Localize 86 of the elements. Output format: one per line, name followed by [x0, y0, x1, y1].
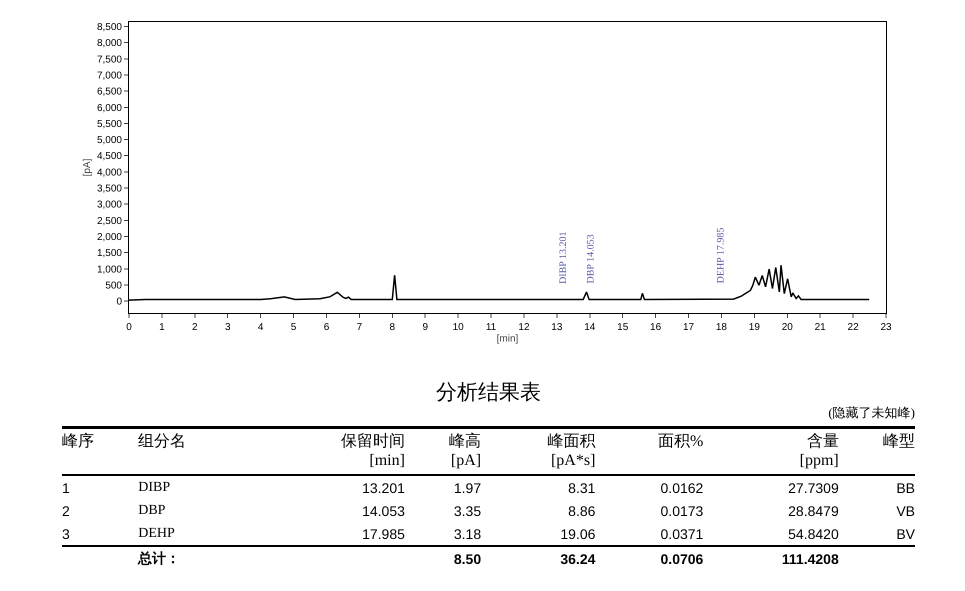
text: 14.053	[362, 502, 405, 518]
x-tick-label: 22	[848, 322, 860, 333]
x-tick-label: 10	[452, 322, 464, 333]
x-tick-label: 15	[617, 322, 629, 333]
y-tick-label: 500	[105, 280, 122, 292]
text: 8.50	[454, 550, 482, 566]
y-tick-label: 3,000	[96, 200, 122, 211]
text: BB	[896, 480, 915, 496]
text: 54.8420	[788, 526, 839, 542]
text: 0.0173	[660, 502, 704, 518]
y-tick-label: 1,500	[96, 248, 122, 260]
y-tick-label: 6,500	[96, 86, 122, 98]
x-axis-title: [min]	[496, 334, 519, 344]
category-label: 组分名	[138, 432, 188, 452]
text: DEHP	[138, 526, 175, 540]
y-tick-label: 1,000	[96, 264, 122, 276]
x-tick-label: 19	[748, 322, 760, 333]
text: 0.0706	[660, 550, 704, 566]
annotation: DEHP 17.985	[716, 228, 726, 284]
x-tick-label: 14	[584, 322, 596, 333]
x-tick-label: 20	[782, 322, 794, 333]
text: DBP	[138, 502, 166, 518]
text: 17.985	[362, 526, 405, 542]
text: 13.201	[362, 480, 405, 496]
x-tick-label: 4	[258, 322, 264, 333]
text: 3	[62, 526, 70, 542]
y-tick-label: 4,000	[96, 167, 122, 178]
x-tick-label: 11	[486, 322, 497, 333]
category-label: 含量 [ppm]	[798, 432, 839, 471]
y-tick-label: 5,000	[96, 135, 122, 146]
annotation: DIBP 13.201	[558, 232, 570, 284]
text: 19.06	[560, 526, 596, 542]
x-tick-label: 17	[682, 322, 695, 333]
y-tick-label: 3,500	[96, 184, 122, 195]
text: 分析结果表	[435, 379, 542, 406]
x-tick-label: 0	[126, 322, 132, 333]
y-tick-label: 0	[116, 296, 122, 308]
x-tick-label: 7	[356, 322, 363, 333]
x-tick-label: 21	[814, 322, 826, 333]
category-label: 峰型	[882, 432, 915, 452]
y-tick-label: 8,000	[96, 38, 122, 50]
text: 111.4208	[782, 550, 839, 566]
text: 3.18	[454, 526, 482, 542]
x-tick-label: 5	[290, 322, 297, 333]
x-tick-label: 8	[390, 322, 396, 333]
text: 0.0371	[660, 526, 704, 542]
y-tick-label: 4,500	[96, 151, 122, 162]
text: (隐藏了未知峰)	[827, 404, 915, 422]
text: 1	[62, 480, 70, 496]
y-tick-label: 5,500	[96, 118, 122, 130]
text: 1.97	[454, 480, 482, 496]
text: 2	[62, 502, 70, 518]
y-axis-title: [pA]	[82, 158, 93, 176]
text: DIBP	[138, 480, 170, 494]
category-label: 峰序	[62, 432, 95, 452]
y-tick-label: 6,000	[96, 102, 122, 114]
category-label: 面积%	[657, 432, 704, 452]
text: 0.0162	[660, 480, 704, 496]
y-tick-label: 2,500	[96, 216, 122, 227]
x-tick-label: 1	[159, 322, 166, 333]
text: 27.7309	[788, 480, 839, 496]
text: 28.8479	[788, 502, 839, 518]
x-tick-label: 23	[880, 322, 892, 333]
text: 36.24	[560, 550, 596, 566]
category-label: 峰高 [pA]	[448, 432, 482, 471]
y-tick-label: 8,500	[96, 22, 122, 34]
x-tick-label: 13	[551, 322, 563, 333]
x-tick-label: 2	[192, 322, 198, 333]
x-tick-label: 18	[716, 322, 728, 333]
category-label: 保留时间 [min]	[340, 432, 405, 471]
category-label: 峰面积 [pA*s]	[546, 432, 596, 471]
y-tick-label: 2,000	[96, 232, 122, 243]
y-tick-label: 7,000	[96, 70, 122, 82]
x-tick-label: 12	[518, 322, 530, 333]
text: 8.86	[568, 502, 596, 518]
text: BV	[896, 526, 915, 542]
x-tick-label: 16	[650, 322, 662, 333]
x-tick-label: 6	[324, 322, 330, 333]
text: VB	[896, 502, 915, 518]
y-tick-label: 7,500	[96, 54, 122, 66]
text: 3.35	[454, 502, 482, 518]
annotation: DBP 14.053	[586, 234, 597, 284]
text: 总计：	[138, 552, 180, 566]
x-tick-label: 3	[224, 322, 231, 333]
text: 8.31	[568, 480, 596, 496]
x-tick-label: 9	[422, 322, 428, 333]
